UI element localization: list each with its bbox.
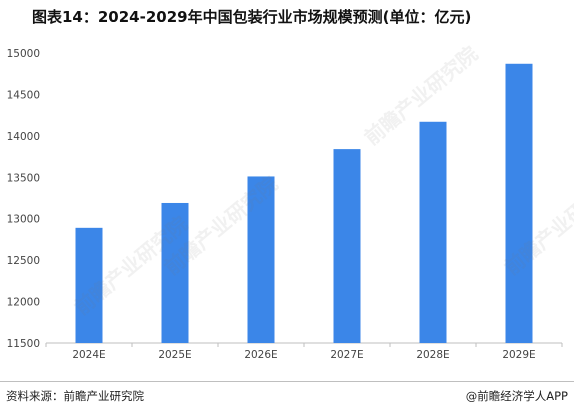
bar xyxy=(333,149,361,343)
bar xyxy=(419,121,447,344)
y-tick-label: 15000 xyxy=(7,48,40,60)
y-tick-label: 13500 xyxy=(7,172,40,184)
y-tick-label: 14500 xyxy=(7,89,40,101)
y-tick-label: 12500 xyxy=(7,255,40,267)
x-tick-label: 2029E xyxy=(502,349,535,361)
x-tick-label: 2026E xyxy=(244,349,277,361)
footer-divider xyxy=(0,381,574,382)
bar xyxy=(505,63,533,344)
y-tick-label: 13000 xyxy=(7,214,40,226)
x-tick-label: 2025E xyxy=(158,349,191,361)
chart-title: 图表14：2024-2029年中国包装行业市场规模预测(单位：亿元) xyxy=(32,8,472,26)
bar xyxy=(75,227,103,343)
bar xyxy=(161,202,189,343)
x-tick-label: 2027E xyxy=(330,349,363,361)
y-tick-label: 12000 xyxy=(7,297,40,309)
y-tick-label: 11500 xyxy=(7,338,40,350)
bar xyxy=(247,176,275,343)
x-tick-label: 2028E xyxy=(416,349,449,361)
y-tick-label: 14000 xyxy=(7,131,40,143)
x-tick-label: 2024E xyxy=(72,349,105,361)
source-note: 资料来源：前瞻产业研究院 xyxy=(6,389,144,403)
brand-credit: @前瞻经济学人APP xyxy=(465,389,568,403)
